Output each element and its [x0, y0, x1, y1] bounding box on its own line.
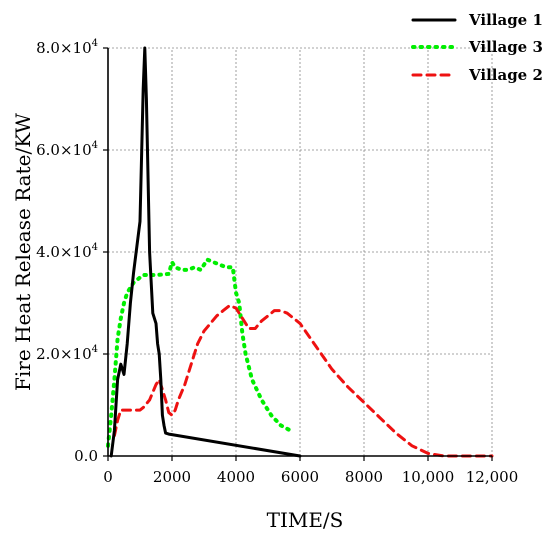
y-tick-label: 0.0 [74, 447, 98, 465]
x-tick-label: 4000 [217, 468, 255, 486]
y-tick-label: 6.0×104 [36, 140, 98, 159]
legend-label: Village 3 [468, 38, 543, 56]
legend-label: Village 1 [468, 11, 543, 29]
y-tick-mantissa: 8.0×10 [36, 39, 92, 57]
y-tick-exponent: 4 [92, 140, 98, 151]
y-axis-title: Fire Heat Release Rate/KW [11, 113, 35, 391]
y-tick-label: 2.0×104 [36, 344, 98, 363]
legend-label: Village 2 [468, 66, 543, 84]
x-tick-label: 10,000 [402, 468, 455, 486]
series-lines [106, 46, 494, 458]
series-line-village-3 [106, 257, 293, 448]
grid-lines [108, 47, 493, 456]
x-tick-label: 0 [103, 468, 113, 486]
legend: Village 1 Village 3 Village 2 [411, 11, 543, 84]
x-ticks: 0 2000 4000 6000 8000 10,000 12,000 [103, 456, 518, 486]
x-tick-label: 2000 [153, 468, 191, 486]
y-tick-label: 4.0×104 [36, 242, 98, 261]
y-tick-mantissa: 6.0×10 [36, 141, 92, 159]
y-tick-mantissa: 4.0×10 [36, 243, 92, 261]
y-tick-mantissa: 0.0 [74, 447, 98, 465]
x-tick-label: 6000 [281, 468, 319, 486]
series-line-village-1 [109, 46, 302, 458]
series-line-village-2 [112, 304, 494, 458]
y-tick-label: 8.0×104 [36, 38, 98, 57]
x-tick-label: 12,000 [466, 468, 519, 486]
y-tick-exponent: 4 [92, 344, 98, 355]
x-axis-title: TIME/S [267, 508, 344, 532]
y-tick-exponent: 4 [92, 38, 98, 49]
y-tick-exponent: 4 [92, 242, 98, 253]
x-tick-label: 8000 [345, 468, 383, 486]
y-tick-mantissa: 2.0×10 [36, 345, 92, 363]
